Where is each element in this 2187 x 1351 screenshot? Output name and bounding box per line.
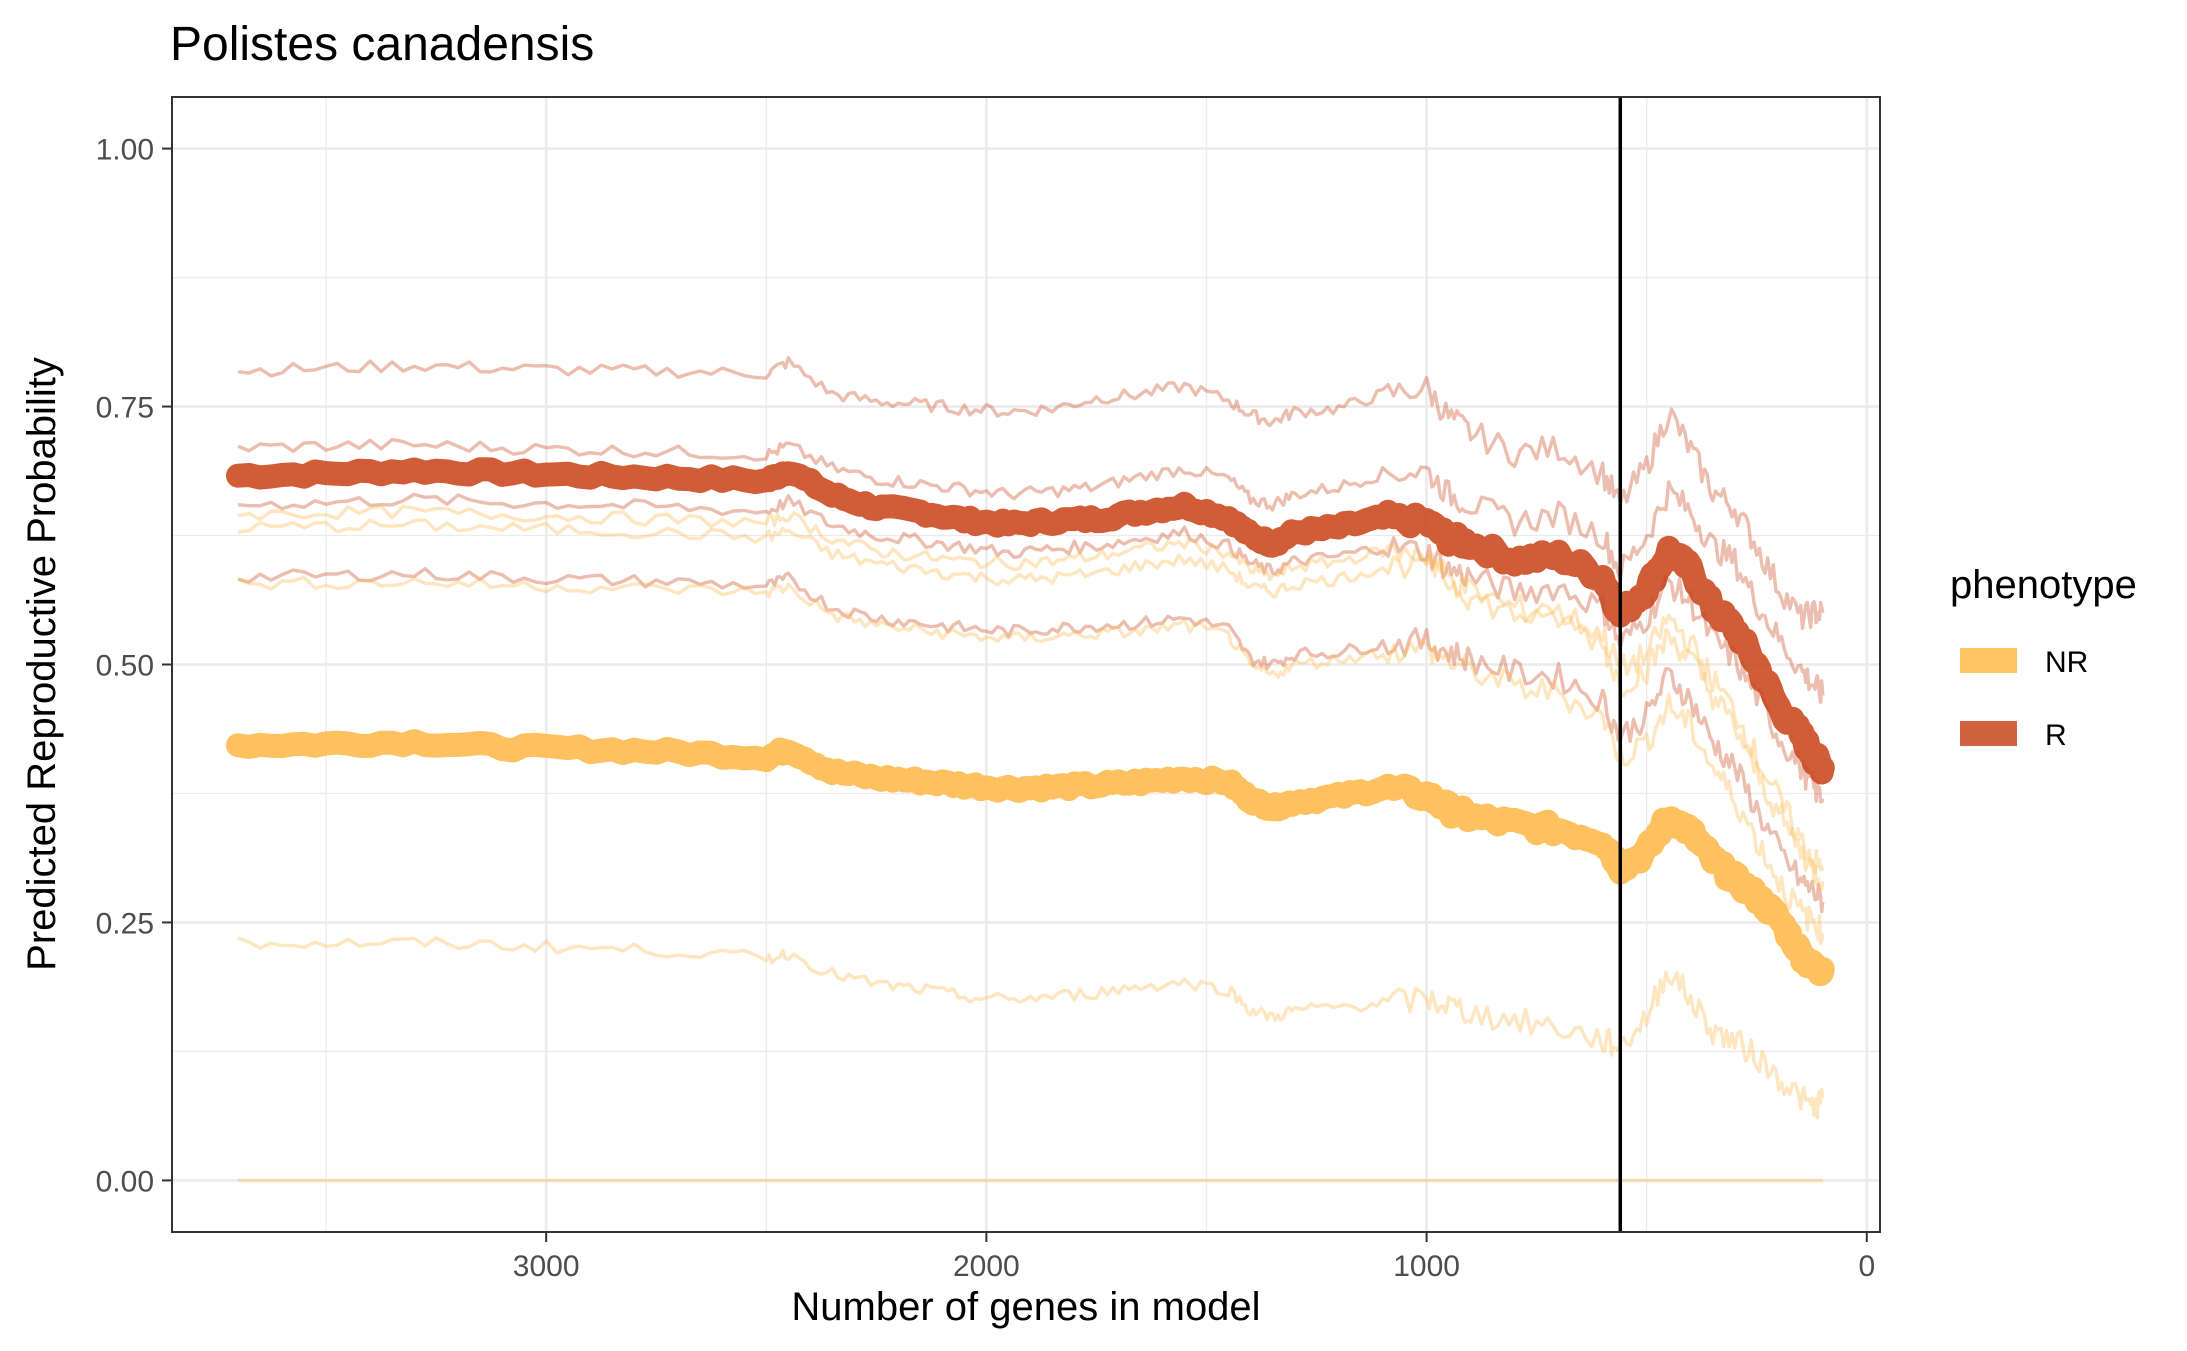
series-line-nr-individual-9 bbox=[237, 936, 1825, 1120]
series-line-nr-individual-7 bbox=[237, 518, 1825, 891]
series-line-nr-individual-8 bbox=[237, 575, 1825, 946]
legend: phenotype NR R bbox=[1950, 563, 2137, 752]
x-tick-label: 1000 bbox=[1393, 1250, 1460, 1283]
series-line-r-individual-4 bbox=[237, 492, 1825, 804]
x-axis-title: Number of genes in model bbox=[791, 1285, 1260, 1329]
mean-phenotype-lines bbox=[226, 457, 1835, 987]
legend-label-r: R bbox=[2045, 719, 2067, 752]
chart-title: Polistes canadensis bbox=[170, 18, 594, 71]
legend-label-nr: NR bbox=[2045, 646, 2088, 679]
series-line-r-individual-2 bbox=[237, 356, 1825, 630]
series-line-r-individual-5 bbox=[237, 566, 1825, 914]
y-tick-label: 0.50 bbox=[96, 650, 154, 683]
y-tick-label: 0.25 bbox=[96, 907, 154, 940]
legend-title: phenotype bbox=[1950, 563, 2137, 607]
grid-lines bbox=[172, 97, 1880, 1232]
x-axis: 3000 2000 1000 0 bbox=[513, 1232, 1875, 1283]
y-tick-label: 0.00 bbox=[96, 1165, 154, 1198]
series-line-nr-individual-6 bbox=[237, 504, 1825, 875]
series-line-r-mean bbox=[226, 457, 1835, 785]
x-tick-label: 2000 bbox=[953, 1250, 1020, 1283]
x-tick-label: 3000 bbox=[513, 1250, 580, 1283]
y-axis: 0.00 0.25 0.50 0.75 1.00 bbox=[96, 134, 172, 1198]
y-tick-label: 1.00 bbox=[96, 134, 154, 167]
individual-sample-lines bbox=[237, 356, 1825, 1183]
legend-key-r bbox=[1960, 721, 2017, 746]
legend-key-nr bbox=[1960, 648, 2017, 673]
series-line-nr-mean bbox=[226, 729, 1835, 987]
y-tick-label: 0.75 bbox=[96, 392, 154, 425]
y-axis-title: Predicted Reproductive Probability bbox=[20, 357, 64, 971]
x-tick-label: 0 bbox=[1858, 1250, 1875, 1283]
series-line-r-individual-3 bbox=[237, 437, 1825, 704]
plot-panel bbox=[171, 96, 1881, 1233]
